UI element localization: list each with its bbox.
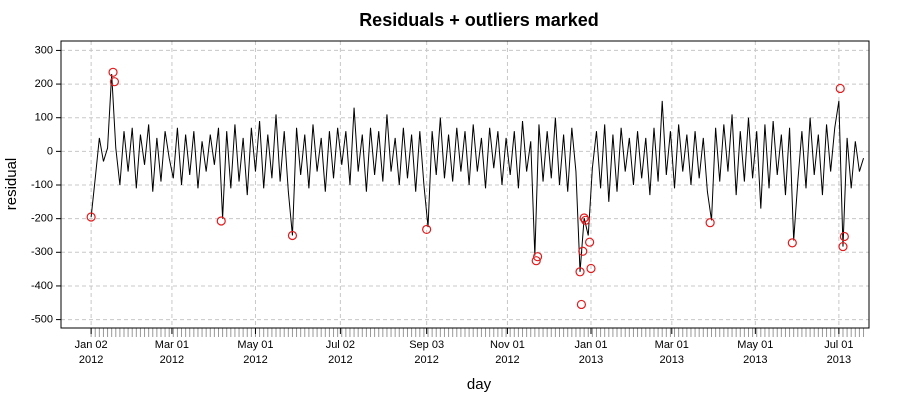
outlier-point	[705, 218, 715, 228]
x-tick-label: Jan 02 2012	[75, 339, 108, 366]
x-tick-label: Jul 01 2013	[824, 339, 853, 366]
outlier-point	[787, 238, 797, 248]
plot-frame	[60, 40, 870, 329]
x-tick-label: Jul 02 2012	[326, 339, 355, 366]
outlier-point	[579, 213, 589, 223]
outlier-point	[216, 216, 226, 226]
x-tick-label: Mar 01 2013	[655, 339, 689, 366]
x-tick-label: Nov 01 2012	[490, 339, 525, 366]
y-tick-label: -200	[31, 213, 53, 225]
y-tick-label: 100	[35, 112, 53, 124]
outlier-point	[287, 230, 298, 241]
residual-line	[90, 73, 864, 272]
y-tick-label: -400	[31, 280, 53, 292]
outlier-point	[585, 237, 595, 247]
outlier-point	[580, 215, 591, 225]
outlier-point	[109, 77, 120, 87]
chart-title: Residuals + outliers marked	[359, 10, 599, 30]
y-tick-label: 300	[35, 44, 53, 56]
outlier-point	[575, 267, 585, 277]
y-tick-label: 0	[47, 145, 53, 157]
y-tick-label: 200	[35, 78, 53, 90]
y-tick-label: -500	[31, 313, 53, 325]
x-tick-label: May 01 2013	[737, 339, 773, 366]
outlier-point	[835, 83, 845, 94]
y-axis-label: residual	[3, 158, 20, 211]
x-tick-label: Jan 01 2013	[574, 339, 607, 366]
x-tick-label: Mar 01 2012	[155, 339, 189, 366]
outlier-point	[839, 231, 849, 242]
outlier-point	[586, 263, 596, 274]
outlier-point	[578, 246, 588, 256]
outlier-point	[532, 252, 543, 262]
y-tick-label: -100	[31, 179, 53, 191]
outlier-point	[422, 224, 432, 235]
y-tick-label: -300	[31, 246, 53, 258]
outlier-point	[838, 241, 848, 252]
outlier-point	[86, 212, 96, 222]
outlier-point	[531, 256, 541, 266]
outlier-point	[576, 299, 587, 310]
x-tick-label: May 01 2012	[237, 339, 273, 366]
x-axis-label: day	[467, 376, 492, 393]
x-tick-label: Sep 03 2012	[409, 339, 444, 366]
outlier-point	[108, 67, 118, 77]
